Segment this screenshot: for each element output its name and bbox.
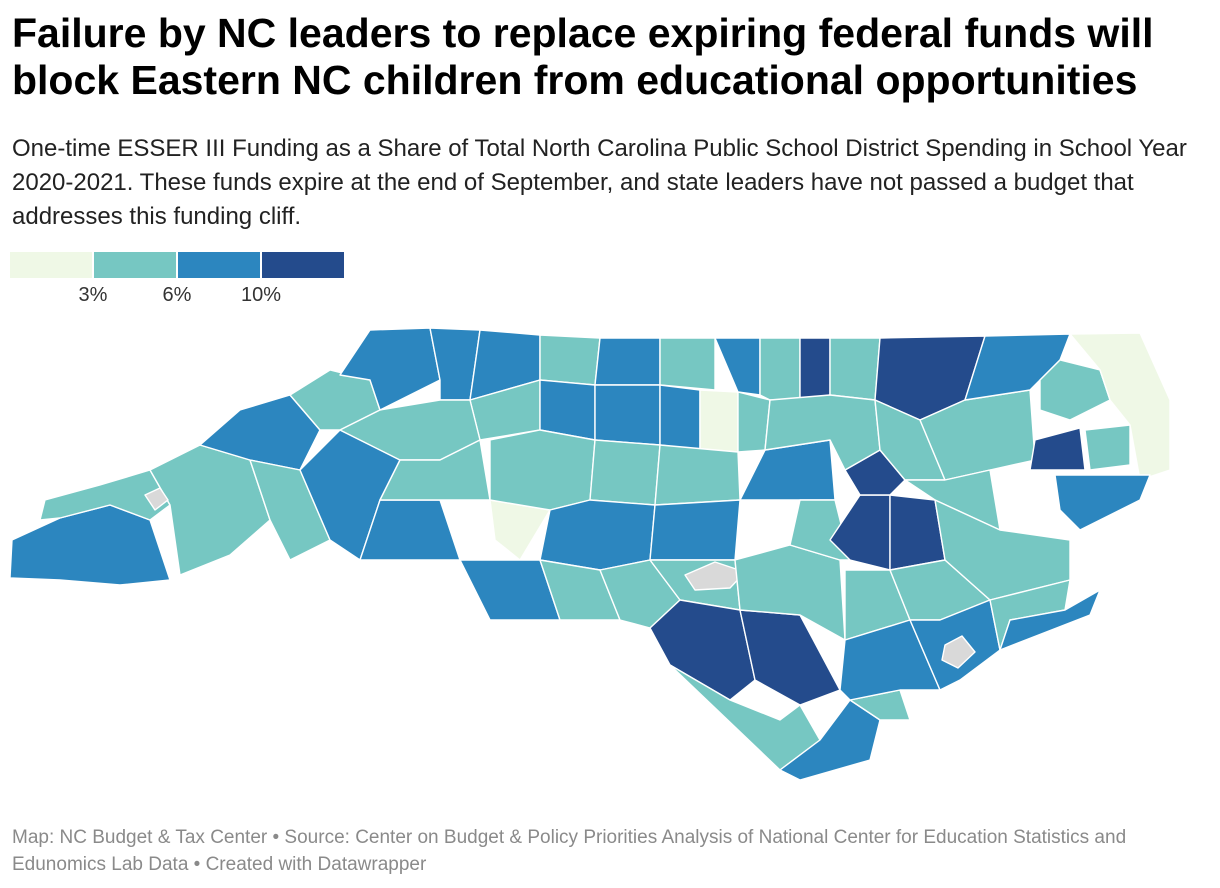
map-subtitle: One-time ESSER III Funding as a Share of… [12,135,1187,230]
legend-swatch-under-3 [10,252,92,278]
county-region-ne-2[interactable] [829,337,881,401]
county-region-ne-11[interactable] [1084,424,1131,471]
map-footer-credits: Map: NC Budget & Tax Center • Source: Ce… [12,827,1127,875]
county-region-central-5[interactable] [649,499,741,561]
county-region-central-3[interactable] [654,444,741,506]
county-region-ne-dark-1[interactable] [799,337,831,401]
legend-tick-6: 6% [162,284,192,306]
county-region-ne-dark-3[interactable] [1029,427,1086,471]
county-no-data-east[interactable] [941,635,976,669]
county-region-ne-1[interactable] [759,337,801,401]
color-legend: 3% 6% 10% [10,252,350,312]
county-region-ne-6[interactable] [904,469,1001,531]
county-region-coast-1[interactable] [1054,474,1151,531]
county-region-central-2[interactable] [589,439,661,506]
county-region-triad-7[interactable] [714,337,761,396]
county-region-triad-low[interactable] [699,389,739,453]
county-region-triad-5[interactable] [594,384,661,446]
county-region-central-1[interactable] [489,429,596,511]
map-title: Failure by NC leaders to replace expirin… [12,10,1154,103]
county-region-west-4[interactable] [249,459,331,561]
legend-tick-3: 3% [78,284,108,306]
nc-county-map [9,327,1171,781]
county-region-coast-2[interactable] [999,589,1101,651]
county-no-data-west[interactable] [144,487,169,511]
legend-tick-10: 10% [240,284,282,306]
county-region-triad-6[interactable] [659,384,701,451]
county-region-ne-3[interactable] [764,394,881,471]
county-region-west-1[interactable] [39,469,171,521]
county-region-triad-2[interactable] [594,337,661,386]
county-region-triad-1[interactable] [539,334,601,386]
legend-swatch-3-to-6 [94,252,176,278]
county-region-triad-3[interactable] [659,337,716,391]
county-region-central-4[interactable] [539,499,656,571]
legend-swatch-6-to-10 [178,252,260,278]
legend-swatch-over-10 [262,252,344,278]
